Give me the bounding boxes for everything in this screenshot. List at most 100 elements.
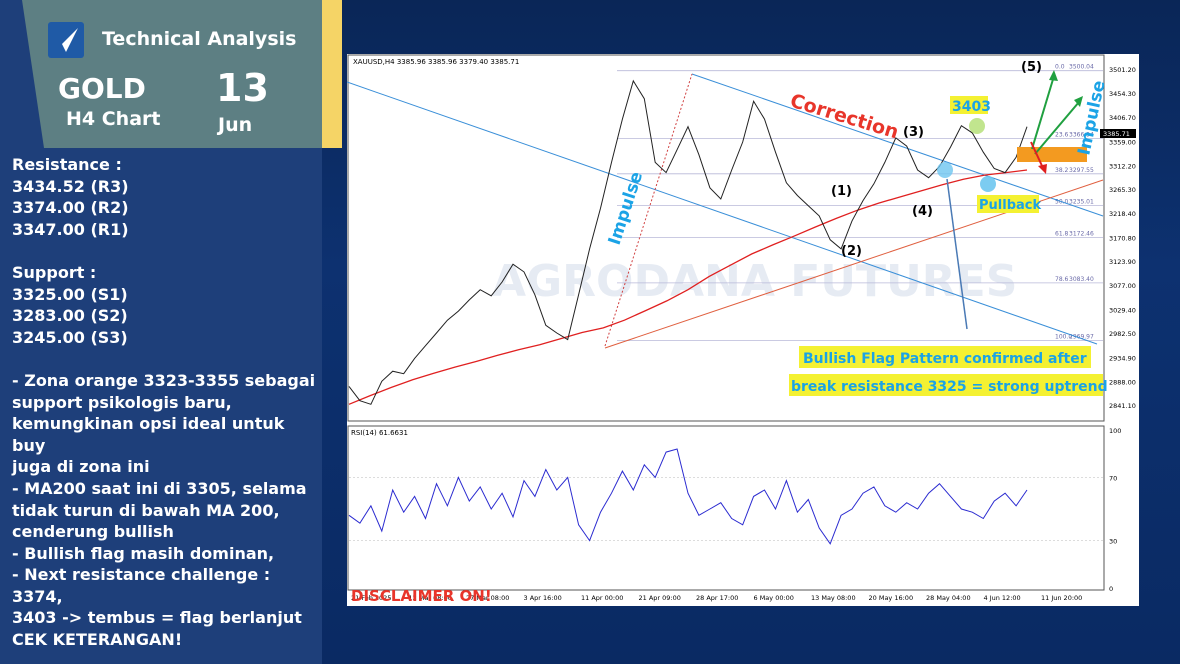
time-tick-label: 12 Mar 08:00 [409, 594, 452, 602]
fib-price-label: 3172.46 [1069, 231, 1094, 238]
time-axis: 21 Feb 2025 12 Mar 08:00 27 Mar 08:00 3 Apr… [351, 594, 1082, 602]
down-arrow-head [1038, 164, 1047, 174]
time-tick-label: 28 May 04:00 [926, 594, 971, 602]
price-tick-label: 3359.00 [1109, 139, 1136, 147]
symbol-header: XAUUSD,H4 3385.96 3385.96 3379.40 3385.7… [353, 58, 519, 66]
spacer [12, 240, 317, 262]
spacer [12, 348, 317, 370]
channel-upper [691, 73, 1104, 217]
price-tick-label: 2982.50 [1109, 330, 1136, 338]
price-tick-label: 3123.90 [1109, 258, 1136, 266]
fib-level-label: 61.8 [1055, 231, 1069, 238]
price-tick-label: 2934.90 [1109, 354, 1136, 362]
support-title: Support : [12, 262, 97, 282]
fib-level-label: 100.0 [1055, 334, 1072, 341]
time-tick-label: 3 Apr 16:00 [524, 594, 562, 602]
up-arrow-2-head [1074, 96, 1083, 107]
label-3403: 3403 [952, 99, 991, 115]
time-tick-label: 13 May 08:00 [811, 594, 856, 602]
time-tick-label: 21 Feb 2025 [351, 594, 391, 602]
flag-label-2-bg [789, 374, 1103, 396]
price-tick-label: 3501.20 [1109, 66, 1136, 74]
disclaimer: DISCLAIMER ON! [351, 587, 492, 605]
price-axis: 3501.20 3454.30 3406.70 3359.00 3312.20 3265.… [1109, 66, 1136, 410]
chart-frame: AGRODANA FUTURES XAUUSD,H4 3385.96 3385.… [346, 54, 1139, 606]
pointer-arrow [946, 178, 968, 330]
fib-price-label: 3235.01 [1069, 199, 1094, 206]
note-line: - Bullish flag masih dominan, [12, 543, 275, 563]
time-tick-label: 28 Apr 17:00 [696, 594, 738, 602]
brand-title: Technical Analysis [102, 28, 297, 50]
fib-price-label: 3366.94 [1069, 131, 1094, 138]
support-s3: 3245.00 (S3) [12, 327, 128, 347]
resistance-r2: 3374.00 (R2) [12, 198, 129, 218]
peak-3403-marker [969, 118, 985, 134]
note-line: CEK KETERANGAN! [12, 630, 183, 650]
price-tick-label: 3406.70 [1109, 114, 1136, 122]
time-tick-label: 21 Apr 09:00 [639, 594, 681, 602]
rsi-line [348, 448, 1028, 545]
note-line: juga di zona ini [12, 457, 150, 477]
note-line: cenderung bullish [12, 522, 174, 542]
time-tick-label: 11 Jun 20:00 [1041, 594, 1082, 602]
price-tick-label: 3077.00 [1109, 282, 1136, 290]
price-line [348, 79, 1028, 405]
fib-level-label: 23.6 [1055, 131, 1069, 138]
rsi-tick-label: 100 [1109, 427, 1121, 435]
price-tick-label: 3170.80 [1109, 234, 1136, 242]
note-line: - MA200 saat ini di 3305, selama [12, 478, 307, 498]
rsi-axis: 100 70 30 0 [349, 427, 1121, 593]
price-tick-label: 3029.40 [1109, 306, 1136, 314]
resistance-r3: 3434.52 (R3) [12, 176, 129, 196]
support-s1: 3325.00 (S1) [12, 284, 128, 304]
fib-price-label: 3083.40 [1069, 276, 1094, 283]
time-tick-label: 4 Jun 12:00 [984, 594, 1021, 602]
flag-label-1: Bullish Flag Pattern confirmed after [803, 351, 1087, 367]
wave-3: (3) [903, 125, 924, 140]
time-tick-label: 6 May 00:00 [754, 594, 794, 602]
label-pullback: Pullback [979, 198, 1041, 213]
time-tick-label: 20 May 16:00 [869, 594, 914, 602]
header-accent [322, 0, 342, 148]
price-chart: AGRODANA FUTURES XAUUSD,H4 3385.96 3385.… [346, 54, 1136, 605]
note-line: - Next resistance challenge : 3374, [12, 565, 271, 606]
resistance-title: Resistance : [12, 155, 122, 174]
analysis-notes: Resistance : 3434.52 (R3) 3374.00 (R2) 3… [12, 154, 317, 651]
rsi-tick-label: 0 [1109, 585, 1113, 593]
impulse-leg [604, 73, 693, 347]
time-tick-label: 27 Mar 08:00 [466, 594, 509, 602]
wave-1: (1) [831, 184, 852, 199]
price-tick-label: 3218.40 [1109, 210, 1136, 218]
rsi-tick-label: 70 [1109, 474, 1117, 482]
pullback-marker-2 [980, 176, 996, 192]
label-3403-bg [950, 96, 988, 114]
note-line: support psikologis baru, [12, 392, 232, 412]
fib-price-label: 2969.97 [1069, 334, 1094, 341]
price-tick-label: 3265.30 [1109, 186, 1136, 194]
flag-label-1-bg [799, 346, 1091, 368]
rsi-header: RSI(14) 61.6631 [351, 429, 408, 437]
current-price-tag [1100, 129, 1136, 138]
wave-4: (4) [912, 204, 933, 219]
note-line: kemungkinan opsi ideal untuk buy [12, 414, 285, 455]
price-tick-label: 3454.30 [1109, 90, 1136, 98]
price-tick-label: 3312.20 [1109, 162, 1136, 170]
watermark: AGRODANA FUTURES [492, 256, 1017, 307]
symbol-title: GOLD [58, 72, 146, 105]
channel-upper-long [346, 81, 1098, 345]
rsi-tick-label: 30 [1109, 538, 1117, 546]
timeframe-label: H4 Chart [66, 108, 161, 130]
ma200-line [348, 169, 1028, 405]
fib-level-label: 78.6 [1055, 276, 1069, 283]
label-pullback-bg [977, 195, 1039, 213]
wave-2: (2) [841, 244, 862, 259]
pullback-marker-1 [937, 162, 953, 178]
support-s2: 3283.00 (S2) [12, 306, 128, 326]
wave-5: (5) [1021, 60, 1042, 75]
resistance-r1: 3347.00 (R1) [12, 219, 129, 239]
date-month: Jun [218, 114, 253, 136]
note-line: 3403 -> tembus = flag berlanjut [12, 608, 302, 628]
up-arrow-1-head [1049, 70, 1058, 81]
date-day: 13 [216, 66, 269, 110]
fib-price-label: 3500.04 [1069, 64, 1094, 71]
